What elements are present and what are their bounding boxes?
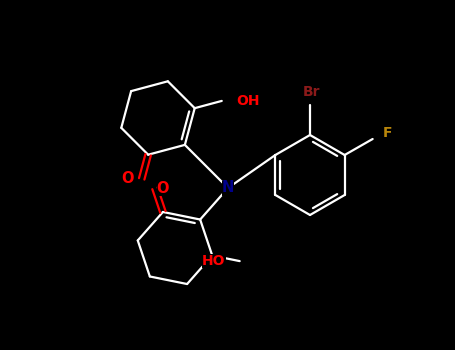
Text: F: F [383,126,392,140]
Text: O: O [157,181,169,196]
Text: HO: HO [202,254,226,268]
Text: O: O [121,172,134,186]
Text: OH: OH [236,94,259,108]
Text: Br: Br [303,85,321,99]
Text: N: N [222,181,234,196]
